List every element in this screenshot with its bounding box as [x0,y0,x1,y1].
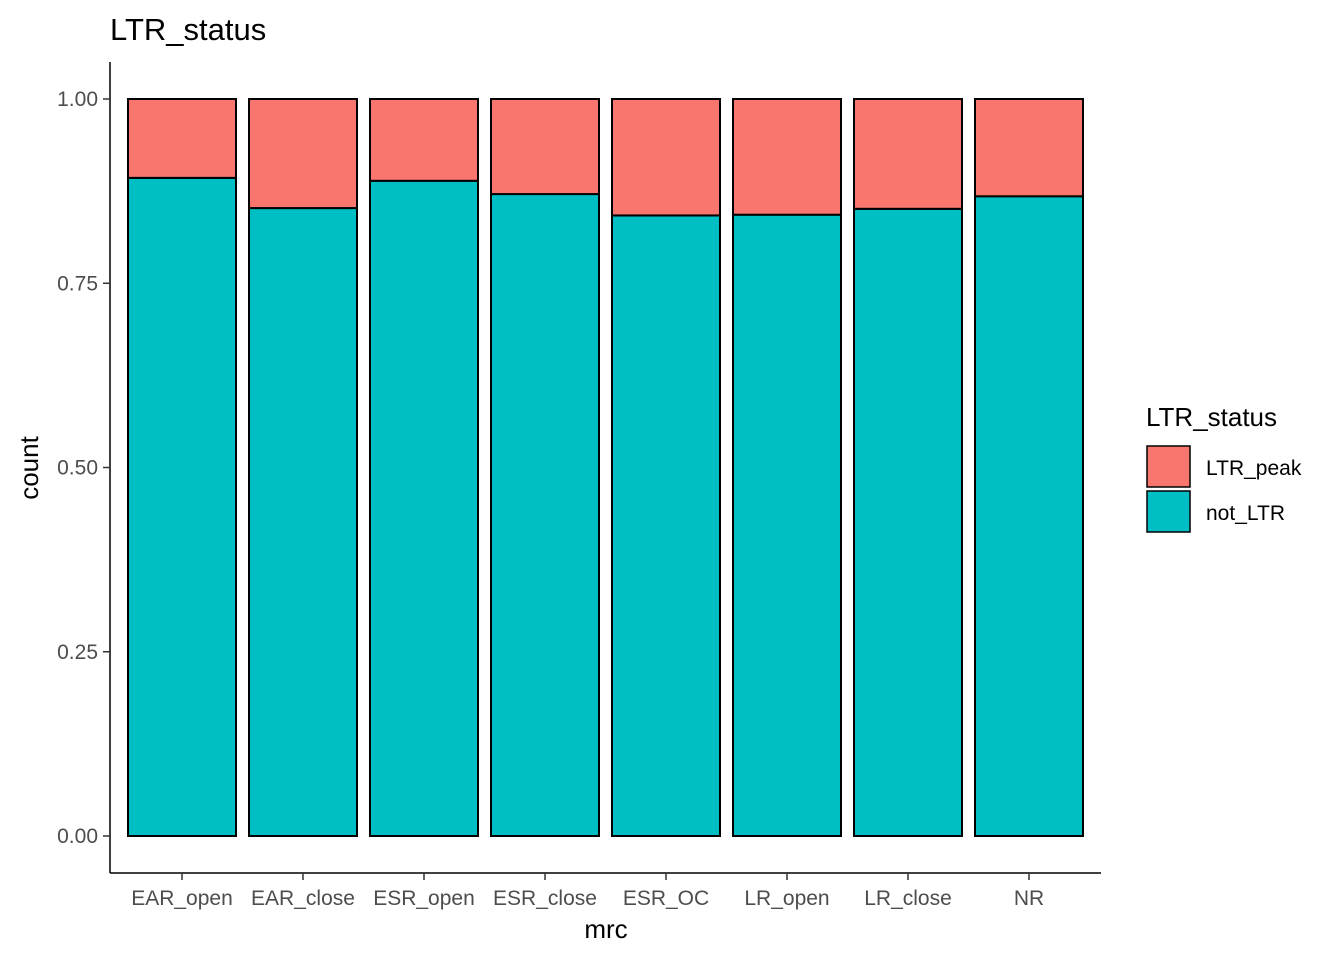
bar-not_LTR-ESR_OC [611,214,721,838]
y-tick-label: 1.00 [57,88,98,111]
y-tick-label: 0.25 [57,641,98,664]
bar-LTR_peak-ESR_close [490,98,600,196]
x-tick-label: LR_close [864,887,952,910]
bar-not_LTR-EAR_open [127,176,237,837]
bar-LTR_peak-EAR_open [127,98,237,179]
bar-LTR_peak-ESR_open [369,98,479,182]
bar-not_LTR-LR_open [732,213,842,838]
bar-not_LTR-ESR_close [490,193,600,837]
x-tick-label: EAR_open [131,887,233,910]
x-axis-title: mrc [584,914,627,944]
legend-key-LTR_peak [1146,445,1191,488]
x-axis: EAR_open EAR_close ESR_open ESR_close ESR_OC… [110,872,1101,910]
x-tick-label: ESR_close [493,887,597,910]
legend-label-not_LTR: not_LTR [1206,502,1285,525]
x-tick-label: NR [1014,887,1044,910]
bar-LTR_peak-LR_close [853,98,963,210]
legend-key-not_LTR [1146,490,1191,533]
y-tick-label: 0.50 [57,457,98,480]
bar-not_LTR-NR [974,195,1084,837]
x-tick-label: LR_open [744,887,829,910]
legend-label-LTR_peak: LTR_peak [1206,457,1302,480]
legend-title: LTR_status [1146,402,1277,432]
y-tick-label: 0.75 [57,272,98,295]
y-tick-label: 0.00 [57,825,98,848]
x-tick-label: ESR_open [373,887,475,910]
bar-not_LTR-EAR_close [248,207,358,838]
bar-not_LTR-ESR_open [369,179,479,837]
bar-not_LTR-LR_close [853,207,963,838]
y-axis-title: count [14,435,44,499]
y-axis: 0.00 0.25 0.50 0.75 1.00 [57,62,111,873]
legend: LTR_status LTR_peak not_LTR [1146,402,1302,533]
bars-group [127,98,1084,838]
bar-LTR_peak-LR_open [732,98,842,216]
bar-LTR_peak-NR [974,98,1084,198]
x-tick-label: EAR_close [251,887,355,910]
bar-LTR_peak-ESR_OC [611,98,721,217]
x-tick-label: ESR_OC [623,887,709,910]
chart-title: LTR_status [110,12,266,47]
bar-LTR_peak-EAR_close [248,98,358,210]
